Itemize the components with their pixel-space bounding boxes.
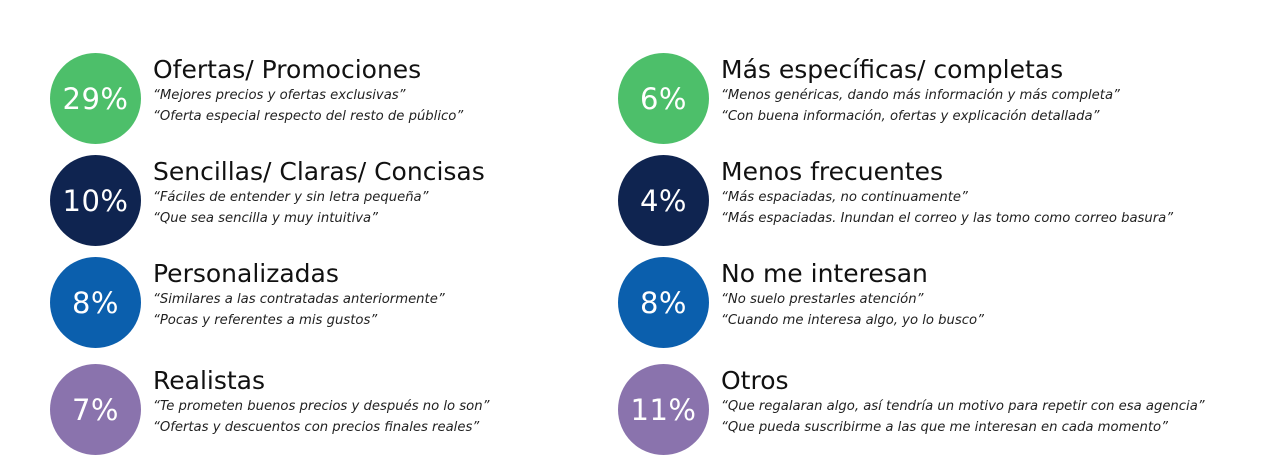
category-text: No me interesan “No suelo prestarles ate…	[721, 259, 1261, 331]
category-text: Realistas “Te prometen buenos precios y …	[153, 366, 693, 438]
quote: “Pocas y referentes a mis gustos”	[153, 313, 378, 328]
category-item: 8% Personalizadas “Similares a las contr…	[50, 257, 690, 353]
quote: “Más espaciadas. Inundan el correo y las…	[721, 211, 1174, 226]
quote: “Que sea sencilla y muy intuitiva”	[153, 211, 378, 226]
quote: “Te prometen buenos precios y después no…	[153, 399, 490, 414]
category-item: 8% No me interesan “No suelo prestarles …	[618, 257, 1258, 353]
percentage-circle: 29%	[50, 53, 141, 144]
category-text: Sencillas/ Claras/ Concisas “Fáciles de …	[153, 157, 693, 229]
category-title: Sencillas/ Claras/ Concisas	[153, 157, 485, 186]
category-title: Otros	[721, 366, 789, 395]
category-text: Personalizadas “Similares a las contrata…	[153, 259, 693, 331]
quote: “Mejores precios y ofertas exclusivas”	[153, 88, 406, 103]
category-title: Realistas	[153, 366, 266, 395]
quote: “Que regalaran algo, así tendría un moti…	[721, 399, 1205, 414]
category-title: No me interesan	[721, 259, 928, 288]
quote: “Similares a las contratadas anteriormen…	[153, 292, 445, 307]
quote: “Más espaciadas, no continuamente”	[721, 190, 968, 205]
quote: “Menos genéricas, dando más información …	[721, 88, 1120, 103]
category-title: Ofertas/ Promociones	[153, 55, 422, 84]
percentage-circle: 8%	[50, 257, 141, 348]
percentage-circle: 10%	[50, 155, 141, 246]
category-text: Otros “Que regalaran algo, así tendría u…	[721, 366, 1261, 438]
category-title: Más específicas/ completas	[721, 55, 1064, 84]
quote: “Que pueda suscribirme a las que me inte…	[721, 420, 1168, 435]
percentage-circle: 6%	[618, 53, 709, 144]
category-item: 7% Realistas “Te prometen buenos precios…	[50, 364, 690, 460]
category-item: 6% Más específicas/ completas “Menos gen…	[618, 53, 1258, 149]
quote: “Con buena información, ofertas y explic…	[721, 109, 1100, 124]
category-title: Menos frecuentes	[721, 157, 943, 186]
quote: “Ofertas y descuentos con precios finale…	[153, 420, 480, 435]
category-item: 11% Otros “Que regalaran algo, así tendr…	[618, 364, 1258, 460]
category-text: Ofertas/ Promociones “Mejores precios y …	[153, 55, 693, 127]
percentage-circle: 7%	[50, 364, 141, 455]
quote: “Cuando me interesa algo, yo lo busco”	[721, 313, 984, 328]
category-item: 10% Sencillas/ Claras/ Concisas “Fáciles…	[50, 155, 690, 251]
quote: “No suelo prestarles atención”	[721, 292, 924, 307]
category-title: Personalizadas	[153, 259, 339, 288]
category-text: Menos frecuentes “Más espaciadas, no con…	[721, 157, 1261, 229]
category-item: 4% Menos frecuentes “Más espaciadas, no …	[618, 155, 1258, 251]
category-item: 29% Ofertas/ Promociones “Mejores precio…	[50, 53, 690, 149]
category-text: Más específicas/ completas “Menos genéri…	[721, 55, 1261, 127]
percentage-circle: 11%	[618, 364, 709, 455]
percentage-circle: 8%	[618, 257, 709, 348]
percentage-circle: 4%	[618, 155, 709, 246]
quote: “Oferta especial respecto del resto de p…	[153, 109, 464, 124]
quote: “Fáciles de entender y sin letra pequeña…	[153, 190, 429, 205]
